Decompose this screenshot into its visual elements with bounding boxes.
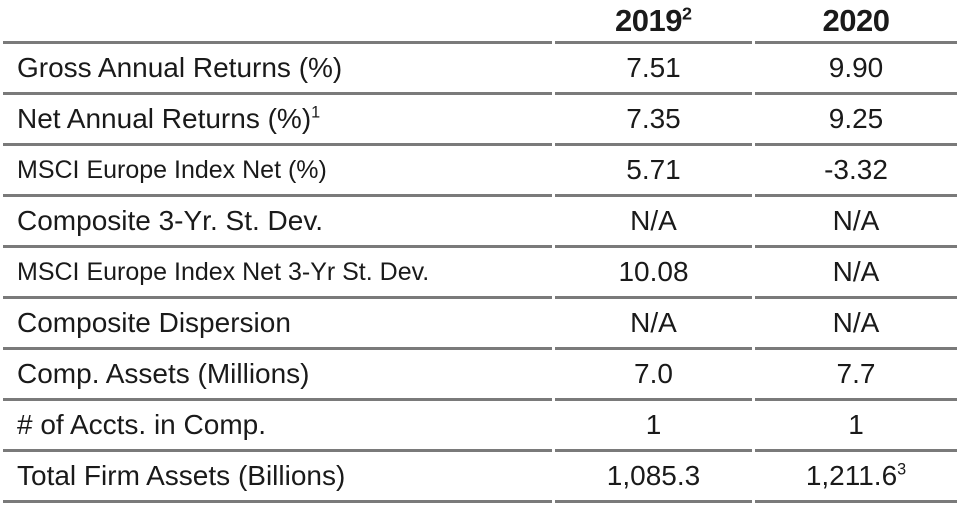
row-label: MSCI Europe Index Net (%)	[3, 146, 552, 197]
row-label: Total Firm Assets (Billions)	[3, 452, 552, 503]
row-label: MSCI Europe Index Net 3-Yr St. Dev.	[3, 248, 552, 299]
row-label: # of Accts. in Comp.	[3, 401, 552, 452]
row-label: Composite 3-Yr. St. Dev.	[3, 197, 552, 248]
value-2019: 7.35	[555, 95, 752, 146]
value-2020: 9.25	[755, 95, 957, 146]
value-2020: N/A	[755, 299, 957, 350]
value-2019: 10.08	[555, 248, 752, 299]
table-row: # of Accts. in Comp. 1 1	[3, 401, 957, 452]
table-row: MSCI Europe Index Net (%) 5.71 -3.32	[3, 146, 957, 197]
header-year-2019-footnote: 2	[681, 3, 692, 24]
header-row: 20192 2020	[3, 0, 957, 44]
value-2020: -3.32	[755, 146, 957, 197]
value-2020: 1	[755, 401, 957, 452]
header-year-2019-label: 2019	[615, 2, 682, 38]
value-2019: 5.71	[555, 146, 752, 197]
table-row: Comp. Assets (Millions) 7.0 7.7	[3, 350, 957, 401]
row-label-footnote: 1	[311, 103, 321, 122]
row-label: Comp. Assets (Millions)	[3, 350, 552, 401]
value-2019: 1	[555, 401, 752, 452]
value-2020: N/A	[755, 197, 957, 248]
value-2019: 7.0	[555, 350, 752, 401]
value-2020: N/A	[755, 248, 957, 299]
value-2020: 7.7	[755, 350, 957, 401]
header-year-2020-label: 2020	[822, 2, 890, 38]
table-body: Gross Annual Returns (%) 7.51 9.90 Net Annu…	[3, 44, 957, 503]
header-metric-blank	[3, 0, 552, 44]
value-footnote: 3	[897, 460, 907, 479]
row-label: Gross Annual Returns (%)	[3, 44, 552, 95]
table-row: Composite 3-Yr. St. Dev. N/A N/A	[3, 197, 957, 248]
table-row: Gross Annual Returns (%) 7.51 9.90	[3, 44, 957, 95]
value-2020: 9.90	[755, 44, 957, 95]
table-row: MSCI Europe Index Net 3-Yr St. Dev. 10.08…	[3, 248, 957, 299]
row-label: Composite Dispersion	[3, 299, 552, 350]
table-row: Net Annual Returns (%)1 7.35 9.25	[3, 95, 957, 146]
value-2019: 1,085.3	[555, 452, 752, 503]
table-row: Total Firm Assets (Billions) 1,085.3 1,211…	[3, 452, 957, 503]
table-row: Composite Dispersion N/A N/A	[3, 299, 957, 350]
header-year-2019: 20192	[555, 0, 752, 44]
value-2020: 1,211.63	[755, 452, 957, 503]
value-2019: 7.51	[555, 44, 752, 95]
value-2019: N/A	[555, 197, 752, 248]
header-year-2020: 2020	[755, 0, 957, 44]
row-label: Net Annual Returns (%)1	[3, 95, 552, 146]
value-2019: N/A	[555, 299, 752, 350]
